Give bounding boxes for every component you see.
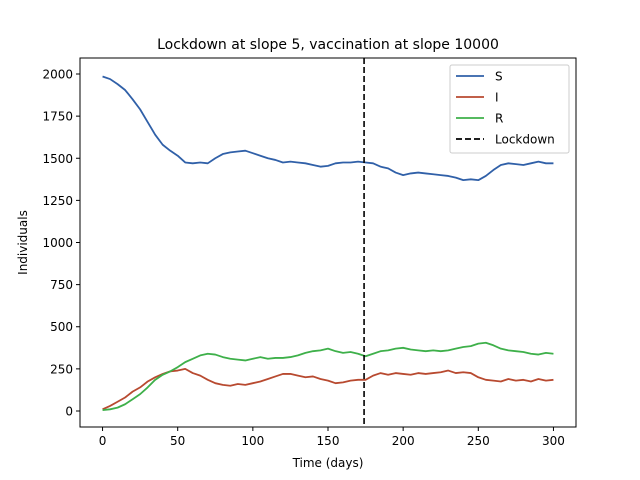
x-tick-label: 300	[542, 434, 565, 448]
series-line-r	[102, 341, 554, 412]
legend-label-lockdown: Lockdown	[495, 133, 555, 147]
x-tick-label: 150	[317, 434, 340, 448]
y-tick-label: 2000	[42, 68, 73, 82]
y-tick-label: 500	[50, 320, 73, 334]
x-tick-label: 50	[170, 434, 185, 448]
y-tick-label: 0	[65, 404, 73, 418]
x-axis-label: Time (days)	[292, 456, 364, 470]
x-tick-label: 0	[99, 434, 107, 448]
plot-area: 0 50 100 150 200 250 300 0 250 500 750 1000 1250 150…	[42, 57, 577, 448]
y-tick-label: 1500	[42, 152, 73, 166]
chart-title: Lockdown at slope 5, vaccination at slop…	[157, 37, 499, 53]
legend-box	[449, 64, 570, 154]
y-tick-label: 1750	[42, 110, 73, 124]
series-line-i	[102, 367, 554, 411]
x-tick-label: 100	[241, 434, 264, 448]
x-tick-label: 250	[467, 434, 490, 448]
legend: SIR Lockdown	[449, 64, 570, 154]
y-tick-label: 250	[50, 362, 73, 376]
x-tick-label: 200	[392, 434, 415, 448]
y-axis: 0 250 500 750 1000 1250 1500 1750 2000	[42, 68, 80, 418]
legend-label-s: S	[495, 70, 503, 84]
legend-label-r: R	[495, 112, 503, 126]
y-tick-label: 1250	[42, 194, 73, 208]
series-layer	[102, 75, 554, 412]
y-tick-label: 750	[50, 278, 73, 292]
y-axis-label: Individuals	[16, 210, 30, 275]
legend-label-i: I	[495, 91, 499, 105]
y-tick-label: 1000	[42, 236, 73, 250]
x-axis: 0 50 100 150 200 250 300	[99, 427, 565, 448]
series-line-s	[102, 75, 554, 182]
